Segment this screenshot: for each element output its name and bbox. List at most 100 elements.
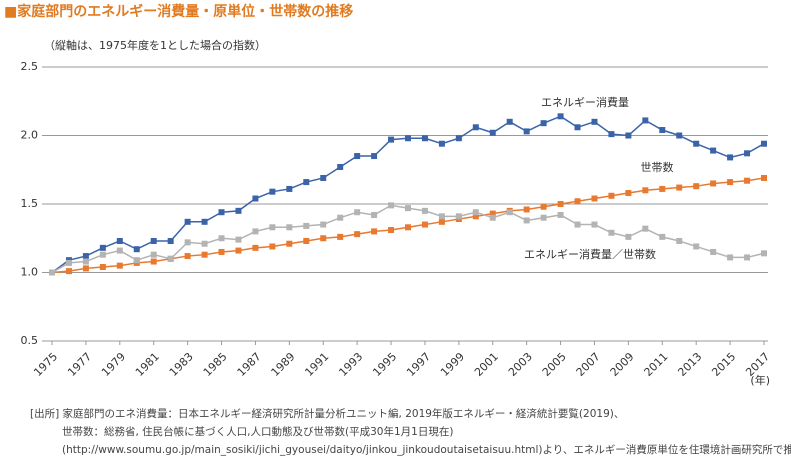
- point: [150, 251, 157, 258]
- point: [625, 132, 632, 139]
- point: [201, 251, 208, 258]
- point: [489, 129, 496, 136]
- point: [455, 135, 462, 142]
- point: [523, 206, 530, 213]
- x-tick-label: 1985: [201, 350, 230, 379]
- point: [557, 211, 564, 218]
- point: [371, 211, 378, 218]
- source-line: [出所] 家庭部門のエネ消費量：日本エネルギー経済研究所計量分析ユニット編, 2…: [30, 407, 624, 420]
- point: [337, 214, 344, 221]
- point: [744, 150, 751, 157]
- point: [659, 233, 666, 240]
- point: [438, 140, 445, 147]
- point: [99, 244, 106, 251]
- point: [116, 247, 123, 254]
- point: [405, 205, 411, 212]
- point: [438, 218, 445, 225]
- x-unit: (年): [750, 373, 770, 387]
- point: [303, 237, 310, 244]
- point: [201, 240, 208, 247]
- point: [608, 131, 615, 138]
- point: [184, 239, 191, 246]
- point: [371, 228, 378, 235]
- series-line: [51, 204, 765, 274]
- y-tick-label: 1.5: [21, 197, 39, 210]
- point: [269, 188, 276, 195]
- point: [184, 253, 191, 260]
- point: [354, 231, 361, 238]
- chart-subtitle: （縦軸は、1975年度を1とした場合の指数）: [44, 38, 266, 52]
- point: [235, 247, 242, 254]
- x-tick-label: 1977: [65, 350, 94, 379]
- x-tick-label: 1989: [269, 350, 298, 379]
- point: [388, 202, 395, 209]
- point: [693, 243, 700, 250]
- point: [421, 135, 428, 142]
- point: [574, 221, 581, 228]
- point: [82, 253, 89, 260]
- point: [218, 235, 225, 242]
- point: [133, 246, 140, 253]
- x-tick-label: 2011: [642, 350, 671, 379]
- x-tick-label: 1999: [438, 350, 467, 379]
- point: [472, 209, 479, 216]
- point: [65, 268, 72, 275]
- point: [150, 258, 157, 265]
- point: [269, 224, 276, 231]
- point: [642, 187, 649, 194]
- point: [557, 201, 564, 207]
- point: [506, 118, 513, 125]
- point: [235, 236, 242, 243]
- point: [506, 209, 513, 216]
- point: [337, 233, 344, 240]
- point: [99, 251, 106, 258]
- point: [286, 185, 293, 192]
- point: [269, 243, 276, 250]
- point: [116, 262, 123, 269]
- x-tick-label: 2005: [540, 350, 569, 379]
- point: [727, 254, 734, 261]
- point: [49, 269, 55, 276]
- y-tick-label: 1.0: [21, 266, 39, 279]
- source-line: (http://www.soumu.go.jp/main_sosiki/jich…: [62, 443, 791, 456]
- point: [693, 140, 700, 147]
- point: [167, 255, 174, 262]
- point: [761, 140, 767, 147]
- point: [727, 154, 734, 161]
- point: [625, 233, 632, 240]
- point: [337, 164, 344, 171]
- point: [472, 213, 479, 220]
- point: [354, 153, 361, 160]
- series-label: エネルギー消費量: [541, 95, 629, 109]
- point: [218, 209, 225, 216]
- point: [421, 221, 428, 228]
- point: [642, 225, 649, 232]
- point: [472, 124, 479, 131]
- point: [659, 127, 666, 134]
- point: [455, 213, 462, 220]
- point: [65, 259, 72, 266]
- x-tick-label: 2013: [675, 350, 704, 379]
- point: [642, 117, 649, 124]
- point: [608, 192, 615, 199]
- x-tick-label: 2003: [506, 350, 535, 379]
- point: [252, 244, 259, 251]
- point: [591, 221, 598, 228]
- point: [523, 217, 530, 224]
- point: [540, 214, 547, 221]
- point: [303, 179, 310, 186]
- series-label: 世帯数: [641, 161, 674, 174]
- point: [727, 179, 734, 186]
- point: [761, 250, 767, 257]
- point: [710, 248, 717, 255]
- source-line: 世帯数：総務省, 住民台帳に基づく人口,人口動態及び世帯数(平成30年1月1日現…: [62, 425, 453, 438]
- point: [659, 185, 666, 192]
- point: [421, 207, 428, 214]
- point: [167, 237, 174, 244]
- point: [354, 209, 361, 216]
- point: [286, 224, 293, 231]
- point: [405, 135, 411, 142]
- x-tick-label: 2009: [608, 350, 637, 379]
- point: [82, 258, 89, 265]
- point: [540, 203, 547, 210]
